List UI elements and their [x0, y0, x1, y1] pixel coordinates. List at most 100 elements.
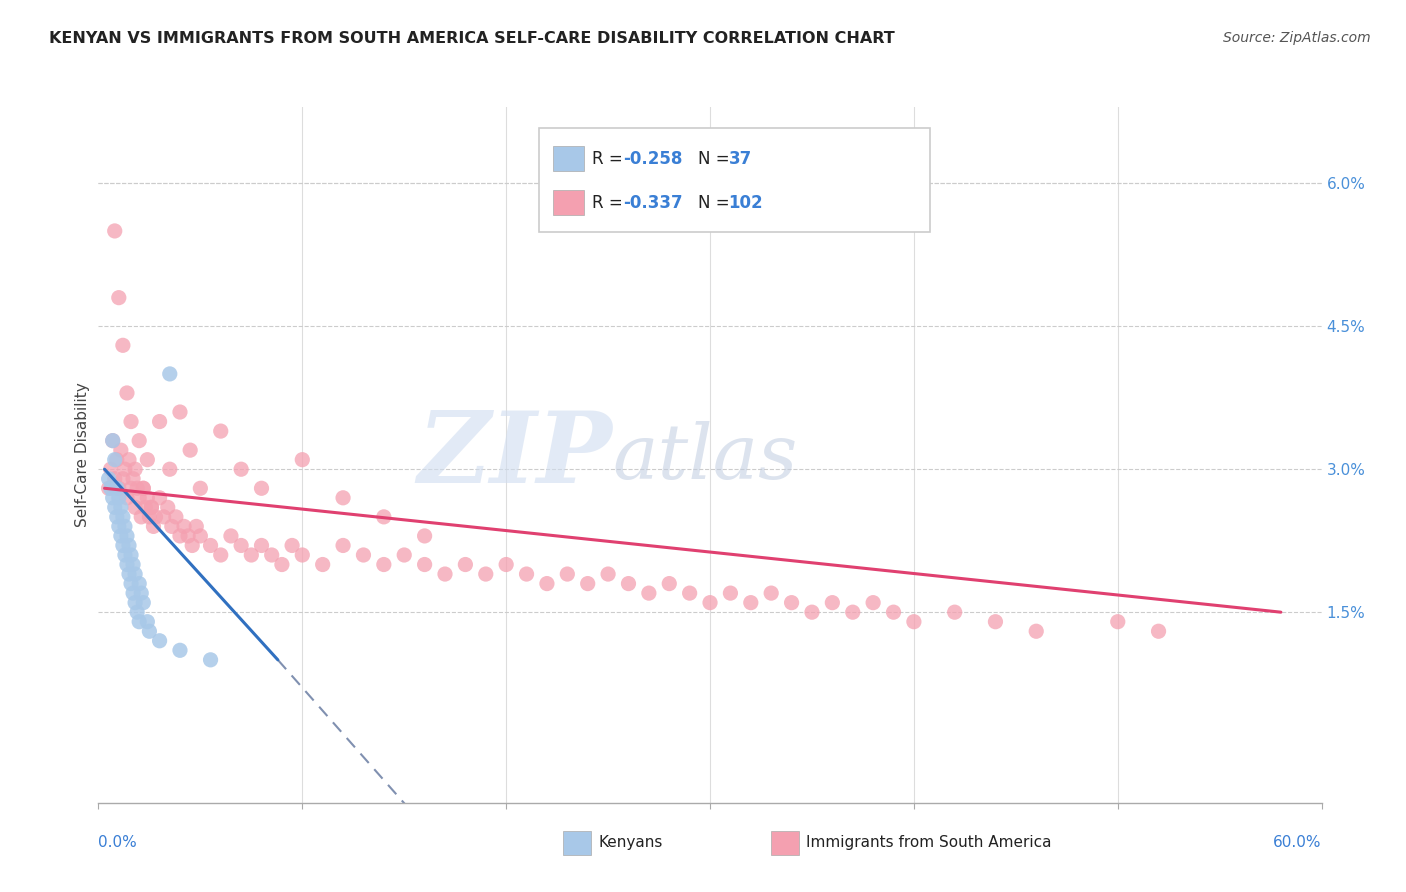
Point	[555, 567, 579, 582]
Point	[270, 558, 294, 572]
Point	[118, 539, 141, 553]
Point	[177, 529, 200, 543]
Point	[209, 424, 232, 438]
Point	[127, 481, 149, 495]
Point	[250, 539, 273, 553]
Point	[134, 500, 156, 515]
Point	[179, 443, 201, 458]
Point	[111, 509, 134, 524]
Point	[1025, 624, 1047, 639]
Point	[122, 558, 145, 572]
Text: atlas: atlas	[612, 421, 797, 495]
Point	[454, 558, 477, 572]
Point	[173, 519, 195, 533]
Point	[281, 539, 304, 553]
Point	[115, 529, 138, 543]
Point	[186, 519, 208, 533]
Point	[156, 500, 179, 515]
Text: R =: R =	[592, 150, 628, 169]
Point	[104, 452, 127, 467]
Point	[145, 509, 167, 524]
Point	[132, 481, 155, 495]
Point	[200, 539, 222, 553]
Point	[260, 548, 283, 562]
Point	[219, 529, 242, 543]
Point	[658, 576, 681, 591]
Text: R =: R =	[592, 194, 628, 212]
Point	[138, 624, 160, 639]
Text: KENYAN VS IMMIGRANTS FROM SOUTH AMERICA SELF-CARE DISABILITY CORRELATION CHART: KENYAN VS IMMIGRANTS FROM SOUTH AMERICA …	[49, 31, 896, 46]
Point	[100, 462, 122, 476]
Point	[801, 605, 824, 619]
Point	[761, 586, 783, 600]
Point	[136, 491, 159, 505]
Point	[122, 472, 145, 486]
Point	[120, 481, 142, 495]
Point	[740, 596, 762, 610]
Point	[110, 500, 132, 515]
Point	[165, 509, 187, 524]
Point	[132, 481, 155, 495]
Point	[536, 576, 558, 591]
Point	[413, 529, 436, 543]
Point	[434, 567, 457, 582]
Point	[104, 472, 127, 486]
Point	[200, 653, 222, 667]
Point	[943, 605, 966, 619]
Point	[101, 491, 124, 505]
Point	[617, 576, 640, 591]
Point	[120, 548, 142, 562]
Text: Source: ZipAtlas.com: Source: ZipAtlas.com	[1223, 31, 1371, 45]
Point	[105, 452, 128, 467]
Point	[821, 596, 844, 610]
Point	[115, 558, 138, 572]
Text: N =: N =	[697, 150, 734, 169]
Text: ZIP: ZIP	[418, 407, 612, 503]
Point	[122, 586, 145, 600]
Point	[124, 500, 146, 515]
Point	[124, 567, 146, 582]
Point	[152, 509, 174, 524]
Point	[128, 491, 150, 505]
Point	[118, 452, 141, 467]
Point	[128, 434, 150, 448]
Point	[127, 605, 149, 619]
Point	[598, 567, 620, 582]
Point	[883, 605, 905, 619]
Point	[142, 519, 165, 533]
Point	[1147, 624, 1170, 639]
Point	[129, 586, 152, 600]
Text: -0.337: -0.337	[623, 194, 683, 212]
Point	[332, 491, 354, 505]
Text: -0.258: -0.258	[623, 150, 682, 169]
Point	[105, 481, 128, 495]
Point	[474, 567, 498, 582]
Point	[111, 539, 134, 553]
Point	[718, 586, 742, 600]
Point	[141, 500, 163, 515]
Point	[114, 462, 136, 476]
Text: 37: 37	[728, 150, 752, 169]
Point	[105, 509, 128, 524]
Point	[118, 567, 141, 582]
Point	[291, 452, 314, 467]
Point	[136, 615, 159, 629]
Point	[132, 596, 155, 610]
Point	[138, 509, 160, 524]
Point	[413, 558, 436, 572]
Point	[862, 596, 884, 610]
Point	[108, 491, 131, 505]
Point	[516, 567, 538, 582]
Point	[169, 643, 191, 657]
Point	[373, 558, 395, 572]
Point	[129, 509, 152, 524]
Text: N =: N =	[697, 194, 734, 212]
Point	[352, 548, 374, 562]
Point	[903, 615, 925, 629]
Point	[108, 481, 131, 495]
Point	[250, 481, 273, 495]
Point	[332, 539, 354, 553]
Point	[209, 548, 232, 562]
Text: Kenyans: Kenyans	[599, 836, 662, 850]
Point	[637, 586, 661, 600]
